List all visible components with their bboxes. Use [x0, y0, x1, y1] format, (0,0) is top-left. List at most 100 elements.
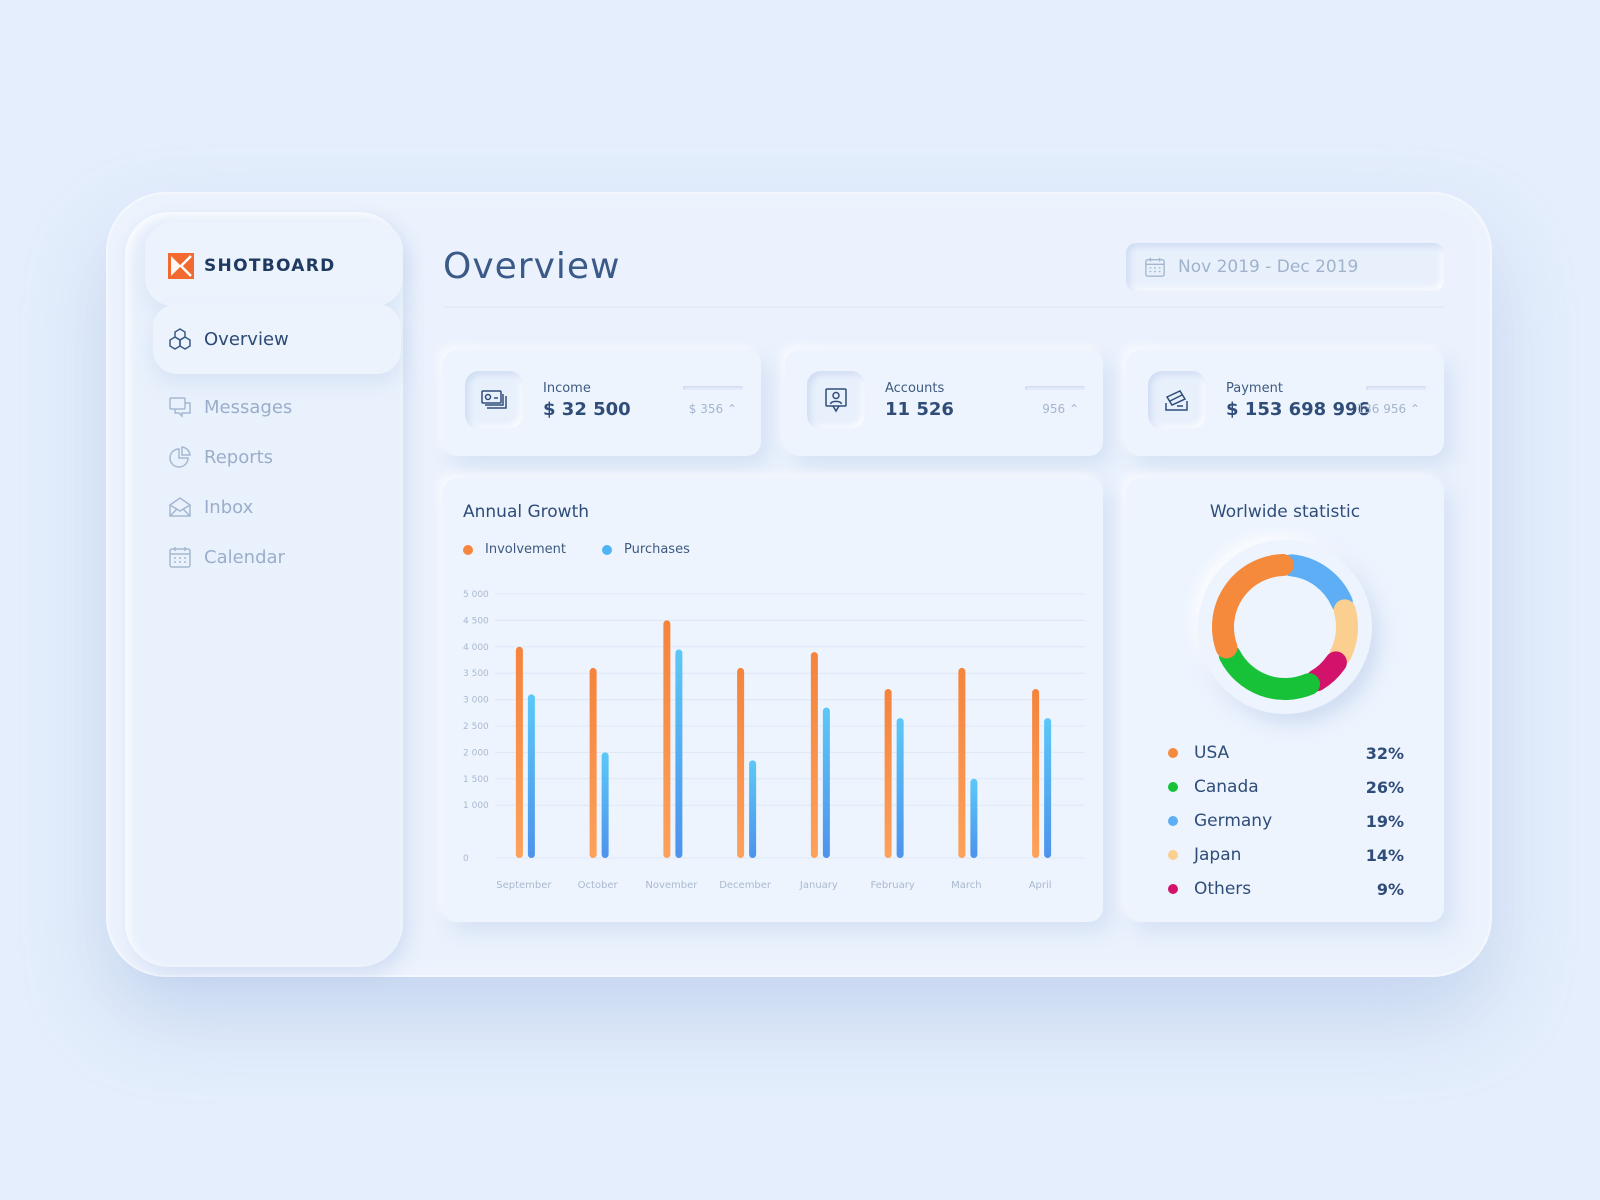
chart-title: Worlwide statistic	[1209, 502, 1361, 522]
brand[interactable]: SHOTBOARD	[168, 253, 336, 279]
stat-value: 11 526	[885, 399, 954, 420]
sidebar-item-overview[interactable]: Overview	[168, 324, 289, 354]
stat-delta-value: 136 956	[1356, 402, 1407, 416]
y-tick-label: 1 500	[463, 775, 489, 785]
country-percent: 14%	[1365, 845, 1404, 865]
country-row-japan[interactable]: Japan 14%	[1168, 838, 1404, 872]
donut-slice-others[interactable]	[1305, 651, 1347, 692]
x-tick-label: January	[799, 880, 838, 891]
bar-involvement-january[interactable]	[810, 652, 818, 858]
chevron-up-icon: ⌃	[726, 402, 737, 416]
calendar-icon	[1145, 257, 1165, 277]
stat-icon-box	[1148, 371, 1206, 429]
donut-slice-germany[interactable]	[1280, 554, 1353, 614]
legend-label: Purchases	[624, 542, 690, 557]
bar-involvement-december[interactable]	[737, 667, 745, 858]
country-percent: 26%	[1365, 777, 1404, 797]
bar-purchases-march[interactable]	[970, 778, 978, 858]
chart-title: Annual Growth	[463, 502, 590, 522]
sidebar-item-label: Calendar	[204, 546, 285, 568]
payment-card[interactable]: Payment $ 153 698 996 136 956 ⌃	[1126, 350, 1444, 456]
chevron-up-icon: ⌃	[1409, 402, 1420, 416]
cubes-icon	[169, 328, 191, 350]
country-name: Others	[1194, 879, 1252, 899]
envelope-open-icon	[169, 497, 191, 517]
worldwide-statistic-card: Worlwide statistic USA 32% Canada 26% German…	[1126, 478, 1444, 922]
country-row-canada[interactable]: Canada 26%	[1168, 770, 1404, 804]
stat-delta: 136 956 ⌃	[1356, 402, 1420, 416]
donut-slice-canada[interactable]	[1218, 644, 1321, 700]
bar-involvement-february[interactable]	[884, 689, 892, 858]
country-percent: 32%	[1365, 743, 1404, 763]
chevron-up-icon: ⌃	[1068, 402, 1079, 416]
x-tick-label: September	[496, 880, 552, 891]
country-name: Canada	[1194, 777, 1259, 797]
pie-chart-icon	[169, 446, 191, 468]
messages-icon	[169, 397, 191, 418]
stat-delta: 956 ⌃	[1042, 402, 1079, 416]
nav-active-highlight	[153, 304, 401, 374]
sidebar-item-calendar[interactable]: Calendar	[168, 542, 285, 572]
stat-delta: $ 356 ⌃	[689, 402, 737, 416]
stat-label: Accounts	[885, 381, 945, 396]
stat-trend-bar	[1366, 386, 1426, 390]
country-list: USA 32% Canada 26% Germany 19% Japan 14% Others 9…	[1168, 736, 1404, 906]
y-tick-label: 3 000	[463, 696, 489, 706]
sidebar-item-reports[interactable]: Reports	[168, 442, 273, 472]
x-tick-label: December	[719, 880, 772, 891]
bar-purchases-april[interactable]	[1044, 718, 1052, 858]
bar-involvement-april[interactable]	[1032, 689, 1040, 858]
y-tick-label: 4 000	[463, 643, 489, 653]
stat-value: $ 153 698 996	[1226, 399, 1371, 420]
chart-legend: Involvement Purchases	[463, 542, 690, 557]
bar-purchases-october[interactable]	[601, 752, 609, 858]
y-tick-label: 2 000	[463, 748, 489, 758]
accounts-card[interactable]: Accounts 11 526 956 ⌃	[785, 350, 1103, 456]
country-swatch	[1168, 816, 1178, 826]
country-percent: 9%	[1376, 879, 1404, 899]
donut-slice-usa[interactable]	[1212, 554, 1294, 659]
sidebar-item-inbox[interactable]: Inbox	[168, 492, 253, 522]
country-name: Germany	[1194, 811, 1273, 831]
x-tick-label: February	[870, 880, 914, 891]
y-tick-label: 0	[463, 854, 469, 864]
bar-involvement-november[interactable]	[663, 620, 671, 858]
country-row-germany[interactable]: Germany 19%	[1168, 804, 1404, 838]
date-range-label: Nov 2019 - Dec 2019	[1178, 257, 1359, 277]
y-tick-label: 5 000	[463, 590, 489, 600]
worldwide-donut-chart	[1212, 554, 1358, 700]
y-tick-label: 4 500	[463, 616, 489, 626]
stat-label: Income	[543, 381, 591, 396]
country-name: Japan	[1194, 845, 1242, 865]
card-hand-icon	[1165, 390, 1188, 411]
bar-involvement-september[interactable]	[515, 646, 523, 858]
legend-item-purchases[interactable]: Purchases	[602, 542, 690, 557]
bar-purchases-december[interactable]	[749, 760, 757, 858]
country-swatch	[1168, 782, 1178, 792]
bar-purchases-september[interactable]	[527, 694, 535, 858]
annual-growth-card: Annual Growth Involvement Purchases 5 00…	[443, 478, 1103, 922]
stat-label: Payment	[1226, 381, 1283, 396]
title-divider	[443, 306, 1445, 308]
country-row-usa[interactable]: USA 32%	[1168, 736, 1404, 770]
country-name: USA	[1194, 743, 1230, 763]
bar-purchases-november[interactable]	[675, 649, 683, 858]
date-range-picker[interactable]: Nov 2019 - Dec 2019	[1126, 243, 1444, 291]
stat-icon-box	[465, 371, 523, 429]
sidebar-item-messages[interactable]: Messages	[168, 392, 292, 422]
bar-purchases-february[interactable]	[896, 718, 904, 858]
bar-purchases-january[interactable]	[822, 707, 830, 858]
country-percent: 19%	[1365, 811, 1404, 831]
y-tick-label: 1 000	[463, 801, 489, 811]
legend-item-involvement[interactable]: Involvement	[463, 542, 566, 557]
legend-swatch	[463, 544, 473, 555]
sidebar-item-label: Reports	[204, 446, 274, 468]
income-card[interactable]: Income $ 32 500 $ 356 ⌃	[443, 350, 761, 456]
money-bills-icon	[481, 390, 507, 409]
bar-involvement-march[interactable]	[958, 667, 966, 858]
brand-name: SHOTBOARD	[204, 256, 336, 276]
y-tick-label: 3 500	[463, 669, 489, 679]
donut-slice-japan[interactable]	[1329, 599, 1358, 666]
country-row-others[interactable]: Others 9%	[1168, 872, 1404, 906]
bar-involvement-october[interactable]	[589, 667, 597, 858]
